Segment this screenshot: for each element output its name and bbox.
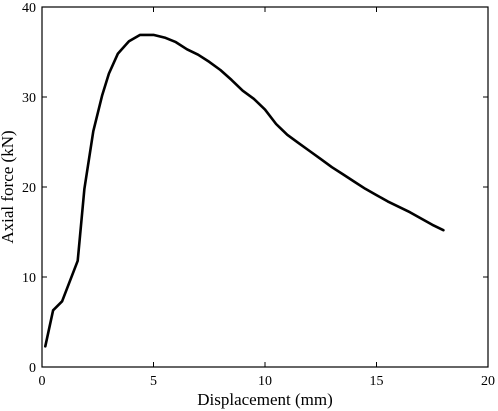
ticks: 0 5 10 15 20 0 10 20 30 40 (22, 1, 495, 389)
series (44, 33, 445, 348)
x-tick-label: 20 (481, 374, 495, 389)
axes (41, 6, 489, 368)
y-tick-label: 0 (29, 361, 36, 376)
x-axis-title: Displacement (mm) (197, 390, 333, 409)
series-line-0 (44, 33, 445, 348)
y-tick-label: 20 (22, 181, 36, 196)
x-tick-label: 5 (150, 374, 157, 389)
x-tick-label: 10 (258, 374, 272, 389)
x-tick-label: 0 (39, 374, 46, 389)
y-tick-label: 30 (22, 91, 36, 106)
y-tick-label: 10 (22, 271, 36, 286)
y-tick-label: 40 (22, 1, 36, 16)
y-axis-title: Axial force (kN) (0, 130, 17, 243)
x-tick-label: 15 (370, 374, 384, 389)
plot-frame (41, 6, 489, 368)
